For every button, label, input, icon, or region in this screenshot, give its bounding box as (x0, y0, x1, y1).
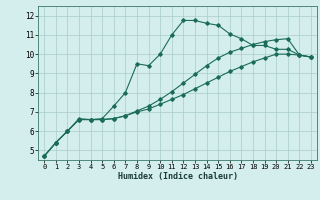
X-axis label: Humidex (Indice chaleur): Humidex (Indice chaleur) (118, 172, 238, 181)
